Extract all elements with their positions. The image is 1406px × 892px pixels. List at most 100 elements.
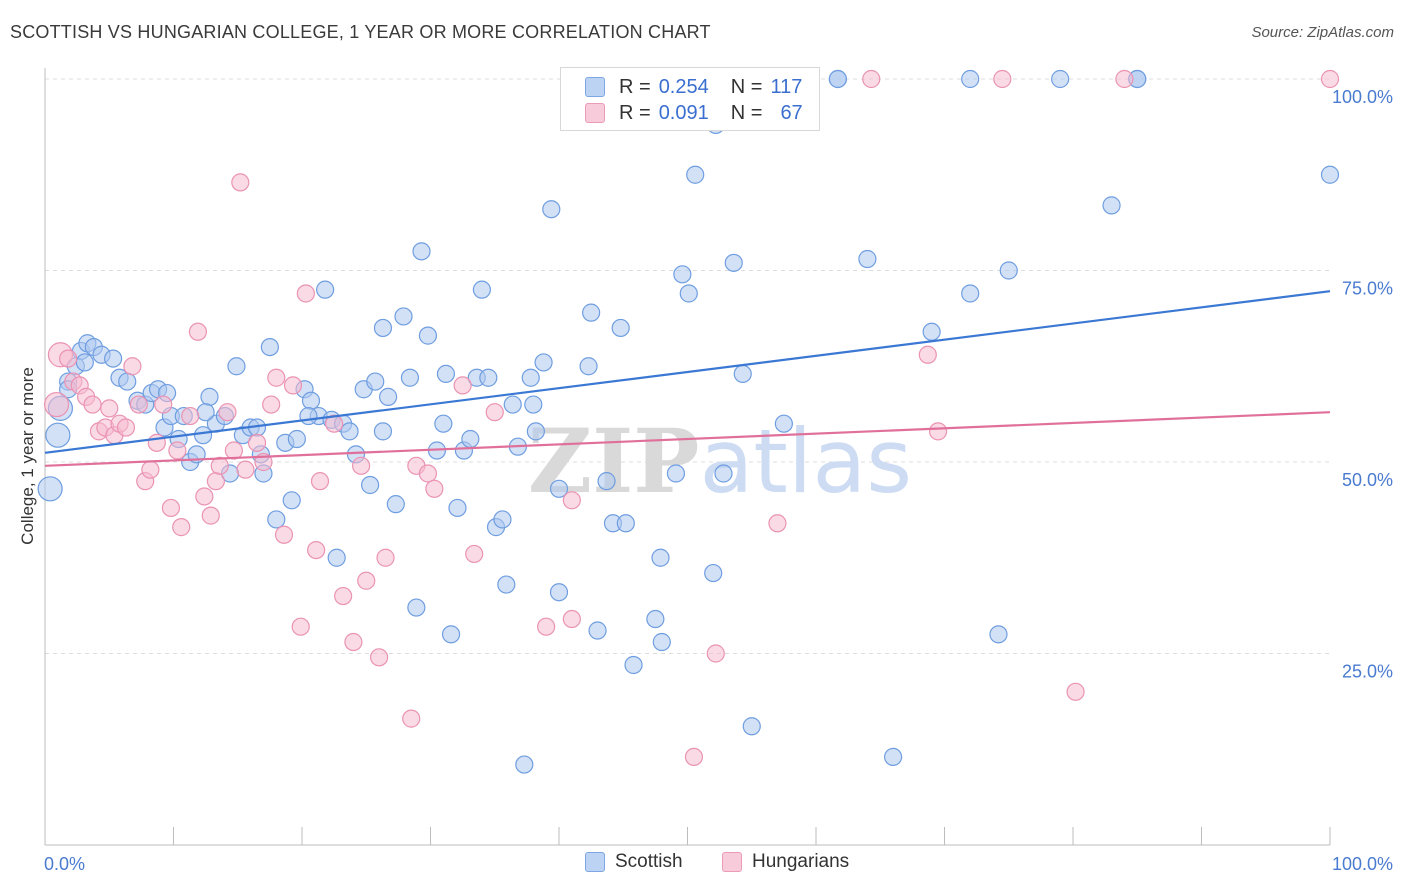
scottish-trend-line — [44, 290, 1331, 454]
axes — [44, 68, 1331, 846]
scottish-point — [227, 357, 246, 376]
hungarians-point — [181, 406, 200, 426]
hungarians-point — [357, 571, 376, 590]
y-tick-label: 75.0% — [1342, 279, 1393, 299]
scottish-point — [549, 583, 569, 602]
hungarians-point — [1066, 682, 1085, 701]
scottish-point — [883, 747, 903, 767]
scottish-point — [526, 422, 545, 441]
hungarians-swatch — [722, 852, 742, 872]
scottish-point — [1320, 165, 1340, 184]
hungarians-point — [129, 395, 148, 414]
scottish-point — [704, 563, 723, 583]
hungarians-point — [402, 709, 421, 728]
legend-label: Hungarians — [752, 851, 850, 872]
scottish-point — [407, 598, 426, 617]
hungarians-point — [993, 69, 1012, 89]
hungarians-point — [154, 395, 173, 414]
x-tick-label: 0.0% — [44, 854, 85, 874]
r-value: 0.254 — [658, 75, 709, 98]
scottish-point — [37, 476, 63, 502]
hungarians-point — [296, 284, 315, 303]
hungarians-point — [141, 460, 160, 479]
scottish-point — [287, 429, 306, 449]
scottish-point — [479, 368, 498, 387]
legend-row-scottish: R = 0.254 N = 117 — [585, 74, 802, 100]
hungarians-point — [201, 506, 220, 525]
scottish-point — [1102, 196, 1121, 215]
scottish-point — [75, 353, 94, 372]
scottish-point — [922, 322, 941, 341]
n-value: 67 — [780, 101, 803, 124]
scottish-point — [579, 357, 598, 376]
scottish-point — [774, 414, 793, 433]
scottish-point — [1051, 69, 1070, 89]
hungarians-point — [352, 456, 371, 475]
hungarians-point — [123, 357, 142, 376]
hungarians-point — [562, 609, 581, 629]
scottish-point — [497, 575, 516, 594]
r-label: R = — [619, 101, 651, 124]
scottish-point — [733, 364, 752, 384]
scottish-point — [400, 368, 420, 387]
scottish-point — [412, 242, 431, 261]
n-value: 117 — [770, 75, 803, 98]
hungarians-point — [116, 418, 136, 437]
tick-labels: 25.0% 50.0% 75.0% 100.0% 0.0% 100.0% — [44, 87, 1393, 874]
scottish-point — [742, 717, 761, 736]
watermark-zip: ZIP — [528, 409, 700, 513]
hungarians-point — [862, 69, 881, 89]
scottish-point — [200, 387, 219, 406]
legend-label: Scottish — [615, 851, 683, 872]
scottish-point — [366, 372, 385, 391]
scottish-point — [686, 165, 705, 184]
scottish-point — [673, 265, 692, 284]
scottish-swatch — [585, 77, 605, 97]
legend-item-hungarians[interactable]: Hungarians — [722, 851, 849, 873]
scottish-point — [45, 422, 71, 448]
scottish-point — [588, 621, 607, 640]
hungarians-point — [1320, 69, 1340, 89]
hungarians-point — [59, 349, 78, 368]
scottish-point — [989, 625, 1008, 644]
y-tick-label: 50.0% — [1342, 470, 1393, 490]
hungarians-point — [218, 403, 237, 422]
hungarians-point — [1115, 69, 1134, 89]
hungarians-point — [537, 617, 556, 636]
scottish-point — [436, 364, 456, 384]
r-value: 0.091 — [658, 101, 709, 124]
legend-row-hungarians: R = 0.091 N = 67 — [585, 100, 803, 126]
legend-item-scottish[interactable]: Scottish — [585, 851, 683, 873]
hungarians-point — [418, 464, 438, 483]
scottish-point — [361, 475, 380, 495]
scottish-point — [534, 353, 553, 372]
scottish-point — [503, 395, 522, 414]
scottish-point — [316, 280, 335, 299]
scottish-point — [299, 406, 318, 426]
scottish-point — [549, 479, 569, 498]
scottish-point — [472, 280, 491, 299]
hungarians-point — [768, 514, 787, 533]
hungarians-point — [291, 617, 310, 636]
scottish-point — [652, 632, 671, 652]
hungarians-point — [928, 422, 948, 441]
scottish-point — [267, 510, 286, 529]
hungarians-point — [344, 632, 363, 652]
scottish-point — [378, 387, 398, 406]
scottish-point — [646, 609, 665, 629]
scottish-point — [434, 414, 453, 433]
scottish-point — [582, 303, 601, 322]
hungarians-point — [485, 403, 504, 422]
hungarians-point — [83, 395, 102, 414]
scottish-point — [301, 391, 321, 410]
hungarians-point — [168, 441, 187, 460]
scottish-point — [327, 548, 346, 567]
hungarians-point — [247, 433, 267, 452]
hungarians-trend-line — [44, 411, 1331, 467]
hungarians-point — [684, 747, 704, 767]
hungarians-point — [283, 376, 303, 395]
scottish-point — [418, 326, 438, 345]
y-tick-label: 25.0% — [1342, 662, 1393, 682]
scottish-point — [521, 368, 540, 387]
hungarians-point — [465, 544, 484, 564]
